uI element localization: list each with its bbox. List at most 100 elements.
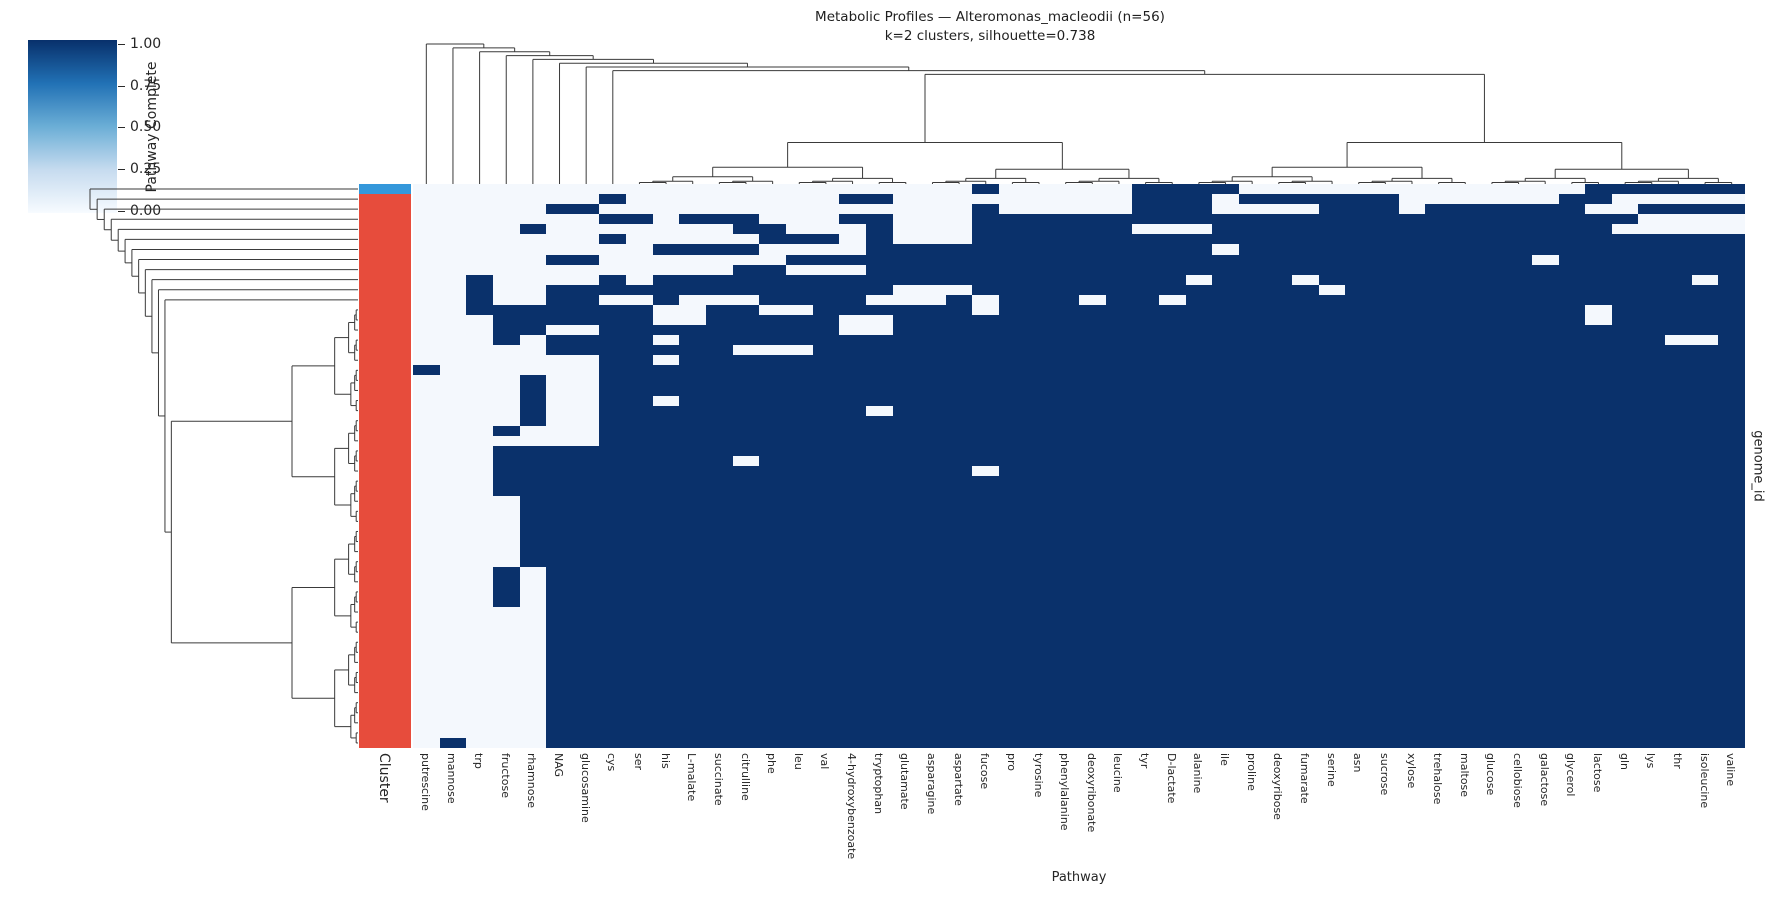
heatmap-row: [413, 718, 1746, 729]
x-tick-label: sucrose: [1377, 753, 1391, 796]
heatmap-row: [413, 335, 1746, 346]
colorbar-tick-label: 0.50: [130, 119, 162, 135]
x-tick-label: putrescine: [418, 753, 432, 811]
x-tick-label: D-lactate: [1164, 753, 1178, 804]
x-tick-label: fumarate: [1297, 753, 1311, 804]
x-tick-label: mannose: [445, 753, 459, 804]
x-tick-label: maltose: [1457, 753, 1471, 798]
x-tick-label: valine: [1724, 753, 1738, 787]
heatmap-row: [413, 647, 1746, 658]
colorbar-label: Pathway Complete: [144, 61, 160, 193]
heatmap-row: [413, 456, 1746, 467]
x-tick-label: 4-hydroxybenzoate: [845, 753, 859, 860]
colorbar-tickmark: [118, 127, 125, 129]
x-tick-label: asparagine: [924, 753, 938, 815]
row-cluster-color-bar: [359, 184, 411, 748]
colorbar-tickmark: [118, 211, 125, 213]
colorbar-tickmark: [118, 44, 125, 46]
x-tick-label: serine: [1324, 753, 1338, 787]
x-tick-label: galactose: [1537, 753, 1551, 807]
x-tick-label: glycerol: [1564, 753, 1578, 797]
heatmap-row: [413, 526, 1746, 537]
x-tick-label: fucose: [978, 753, 992, 790]
heatmap-row: [413, 395, 1746, 406]
colorbar-tickmark: [118, 86, 125, 88]
heatmap-row: [413, 274, 1746, 285]
x-tick-label: trp: [472, 753, 486, 769]
heatmap-row: [413, 435, 1746, 447]
heatmap-row: [413, 345, 1746, 356]
heatmap-row: [413, 566, 1746, 578]
x-tick-label: phenylalanine: [1058, 753, 1072, 831]
chart-title-line2: k=2 clusters, silhouette=0.738: [884, 28, 1096, 44]
heatmap-row: [413, 556, 1746, 567]
x-tick-label: deoxyribonate: [1084, 753, 1098, 833]
heatmap-row: [413, 315, 1746, 326]
heatmap-row: [413, 546, 1746, 557]
heatmap-matrix: [413, 184, 1746, 749]
heatmap-row: [413, 204, 1746, 215]
x-tick-label: lys: [1644, 753, 1658, 769]
heatmap-row: [413, 466, 1746, 477]
x-tick-label: cellobiose: [1511, 753, 1525, 808]
x-tick-label: pro: [1004, 753, 1018, 771]
heatmap-row: [413, 325, 1746, 336]
x-tick-label: proline: [1244, 753, 1258, 791]
heatmap-row: [413, 597, 1746, 608]
colorbar-tick-label: 0.25: [130, 161, 162, 177]
colorbar-tick-label: 1.00: [130, 36, 162, 52]
x-tick-label: deoxyribose: [1271, 753, 1285, 820]
row-dendrogram: [89, 188, 358, 744]
heatmap-row: [413, 365, 1746, 376]
x-tick-label: ser: [631, 753, 645, 771]
heatmap-row: [413, 194, 1746, 205]
colorbar-tick-label: 0.00: [130, 203, 162, 219]
x-tick-label: leucine: [1111, 753, 1125, 793]
heatmap-row: [413, 385, 1746, 396]
heatmap-row: [413, 506, 1746, 517]
x-tick-label: leu: [791, 753, 805, 770]
x-tick-label: tyrosine: [1031, 753, 1045, 798]
heatmap-row: [413, 375, 1746, 386]
x-tick-label: fructose: [498, 753, 512, 798]
x-tick-label: phe: [765, 753, 779, 774]
x-tick-label: glucosamine: [578, 753, 592, 823]
cluster-blue-segment: [359, 184, 411, 195]
x-axis-title: Pathway: [1051, 870, 1107, 885]
x-tick-label: citrulline: [738, 753, 752, 801]
chart-title: Metabolic Profiles — Alteromonas_macleod…: [350, 8, 1630, 46]
x-tick-label: alanine: [1191, 753, 1205, 794]
heatmap-row: [413, 224, 1746, 235]
x-tick-label: aspartate: [951, 753, 965, 806]
heatmap-row: [413, 476, 1746, 487]
heatmap-row: [413, 677, 1746, 688]
x-tick-label: rhamnose: [525, 753, 539, 808]
heatmap-row: [413, 405, 1746, 416]
x-tick-label: tyr: [1138, 753, 1152, 769]
colorbar-tickmark: [118, 169, 125, 171]
chart-title-line1: Metabolic Profiles — Alteromonas_macleod…: [815, 9, 1165, 25]
x-tick-label: cys: [605, 753, 619, 772]
x-tick-label: succinate: [711, 753, 725, 806]
heatmap-row: [413, 294, 1746, 305]
heatmap-row: [413, 728, 1746, 739]
heatmap-row: [413, 264, 1746, 275]
heatmap-row: [413, 577, 1746, 588]
heatmap-row: [413, 657, 1746, 668]
x-tick-label: val: [818, 753, 832, 770]
colorbar-tick-label: 0.75: [130, 78, 162, 94]
heatmap-row: [413, 214, 1746, 225]
y-axis-title: genome_id: [1750, 430, 1766, 502]
heatmap-row: [413, 697, 1746, 709]
x-tick-label: glucose: [1484, 753, 1498, 796]
colorbar-gradient: [28, 40, 117, 213]
heatmap-row: [413, 627, 1746, 638]
x-tick-label: thr: [1670, 753, 1684, 769]
x-tick-label: his: [658, 753, 672, 769]
x-tick-label: NAG: [552, 753, 566, 778]
heatmap-row: [413, 184, 1746, 195]
cluster-red-segment: [359, 194, 411, 748]
heatmap-row: [413, 304, 1746, 316]
heatmap-row: [413, 496, 1746, 507]
